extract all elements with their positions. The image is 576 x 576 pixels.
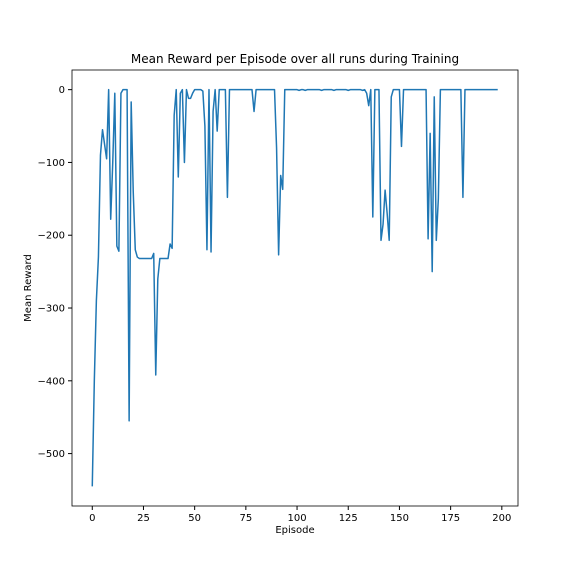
y-axis-label: Mean Reward: [23, 254, 34, 322]
y-tick-label: −400: [38, 376, 65, 387]
x-axis-label: Episode: [275, 525, 314, 536]
x-tick-label: 25: [137, 513, 150, 524]
y-tick-label: −300: [38, 304, 65, 315]
x-tick-label: 75: [239, 513, 252, 524]
x-tick-label: 50: [188, 513, 201, 524]
x-tick-label: 100: [288, 513, 307, 524]
y-tick-label: −200: [38, 231, 65, 242]
series-line: [91, 88, 498, 487]
x-tick-label: 175: [441, 513, 460, 524]
y-tick-label: −500: [38, 449, 65, 460]
chart-title: Mean Reward per Episode over all runs du…: [131, 52, 459, 66]
x-tick-label: 0: [89, 513, 95, 524]
x-tick-label: 150: [390, 513, 409, 524]
plot-frame: [71, 69, 519, 507]
x-tick-label: 200: [492, 513, 511, 524]
y-tick-label: −100: [38, 158, 65, 169]
y-tick-label: 0: [59, 85, 65, 96]
x-tick-label: 125: [339, 513, 358, 524]
